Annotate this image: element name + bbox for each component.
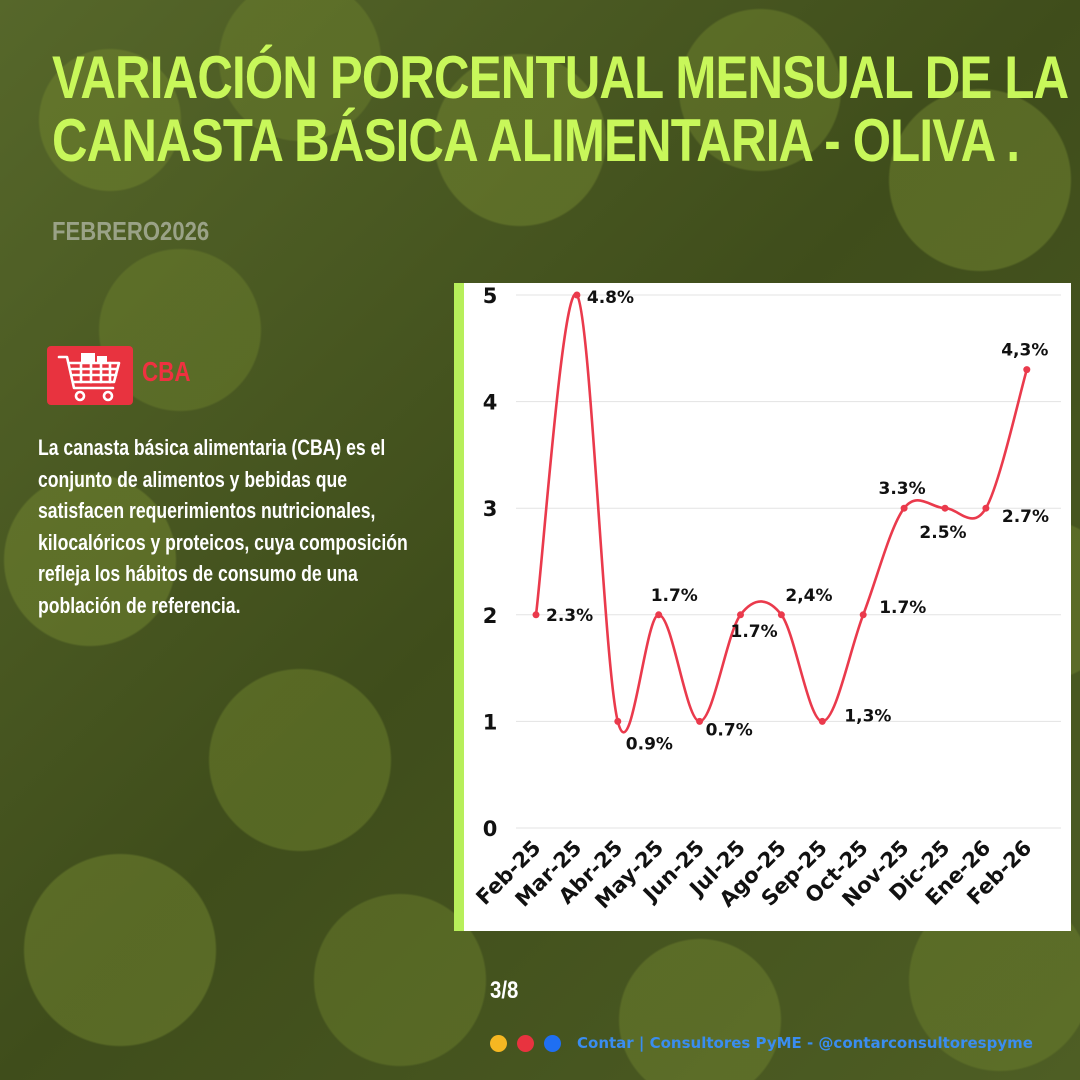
chart-panel: 0 1 2 3 4 5 2.3% 4.8% 0.9% 1.7% 0.7% 1.7% 2,4% 1,3% 1.… — [454, 283, 1071, 931]
footer-credit: Contar | Consultores PyME - @contarconsu… — [577, 1034, 1033, 1052]
data-label: 1.7% — [879, 598, 926, 618]
data-label: 1.7% — [651, 586, 698, 606]
title-line-1: VARIACIÓN PORCENTUAL MENSUAL DE LA — [52, 44, 1069, 111]
y-tick-label: 5 — [483, 284, 498, 308]
dot-yellow — [490, 1034, 507, 1052]
data-label: 2,4% — [785, 586, 832, 606]
data-point — [532, 611, 540, 619]
data-point — [614, 717, 622, 725]
data-point — [859, 611, 867, 619]
data-label: 4,3% — [1001, 341, 1048, 361]
data-label: 4.8% — [587, 288, 634, 308]
data-label: 0.7% — [706, 720, 753, 740]
data-label: 2.7% — [1002, 507, 1049, 527]
data-point — [655, 611, 663, 619]
data-label: 1,3% — [844, 706, 891, 726]
data-point — [818, 717, 826, 725]
page-number: 3/8 — [490, 977, 519, 1004]
data-label: 3.3% — [879, 479, 926, 499]
page-subtitle: FEBRERO2026 — [52, 216, 210, 246]
data-point — [737, 611, 744, 619]
line-chart: 0 1 2 3 4 5 2.3% 4.8% 0.9% 1.7% 0.7% 1.7% 2,4% 1,3% 1.… — [471, 284, 1061, 913]
data-label: 1.7% — [731, 622, 778, 642]
y-tick-label: 3 — [483, 497, 498, 521]
data-label: 2.5% — [919, 523, 966, 543]
data-point — [573, 291, 581, 299]
footer: Contar | Consultores PyME - @contarconsu… — [490, 1031, 1033, 1055]
title-line-2: CANASTA BÁSICA ALIMENTARIA - OLIVA . — [52, 107, 1020, 174]
cba-description: La canasta básica alimentaria (CBA) es e… — [38, 435, 408, 618]
data-point — [696, 717, 704, 725]
y-tick-label: 1 — [483, 710, 498, 734]
y-tick-label: 4 — [483, 391, 498, 415]
data-point — [1023, 366, 1031, 374]
data-point — [982, 504, 990, 512]
page-title: VARIACIÓN PORCENTUAL MENSUAL DE LA CANAS… — [52, 46, 1069, 172]
y-tick-label: 2 — [483, 604, 498, 628]
data-point — [941, 504, 949, 512]
dot-red — [517, 1034, 534, 1052]
data-label: 2.3% — [546, 606, 593, 626]
data-point — [777, 611, 785, 619]
data-point — [900, 504, 908, 512]
shopping-cart-icon — [47, 346, 133, 405]
data-label: 0.9% — [626, 734, 673, 754]
cba-label: CBA — [142, 356, 191, 387]
y-tick-label: 0 — [483, 817, 498, 841]
dot-blue — [544, 1034, 561, 1052]
series-line — [534, 293, 1029, 734]
